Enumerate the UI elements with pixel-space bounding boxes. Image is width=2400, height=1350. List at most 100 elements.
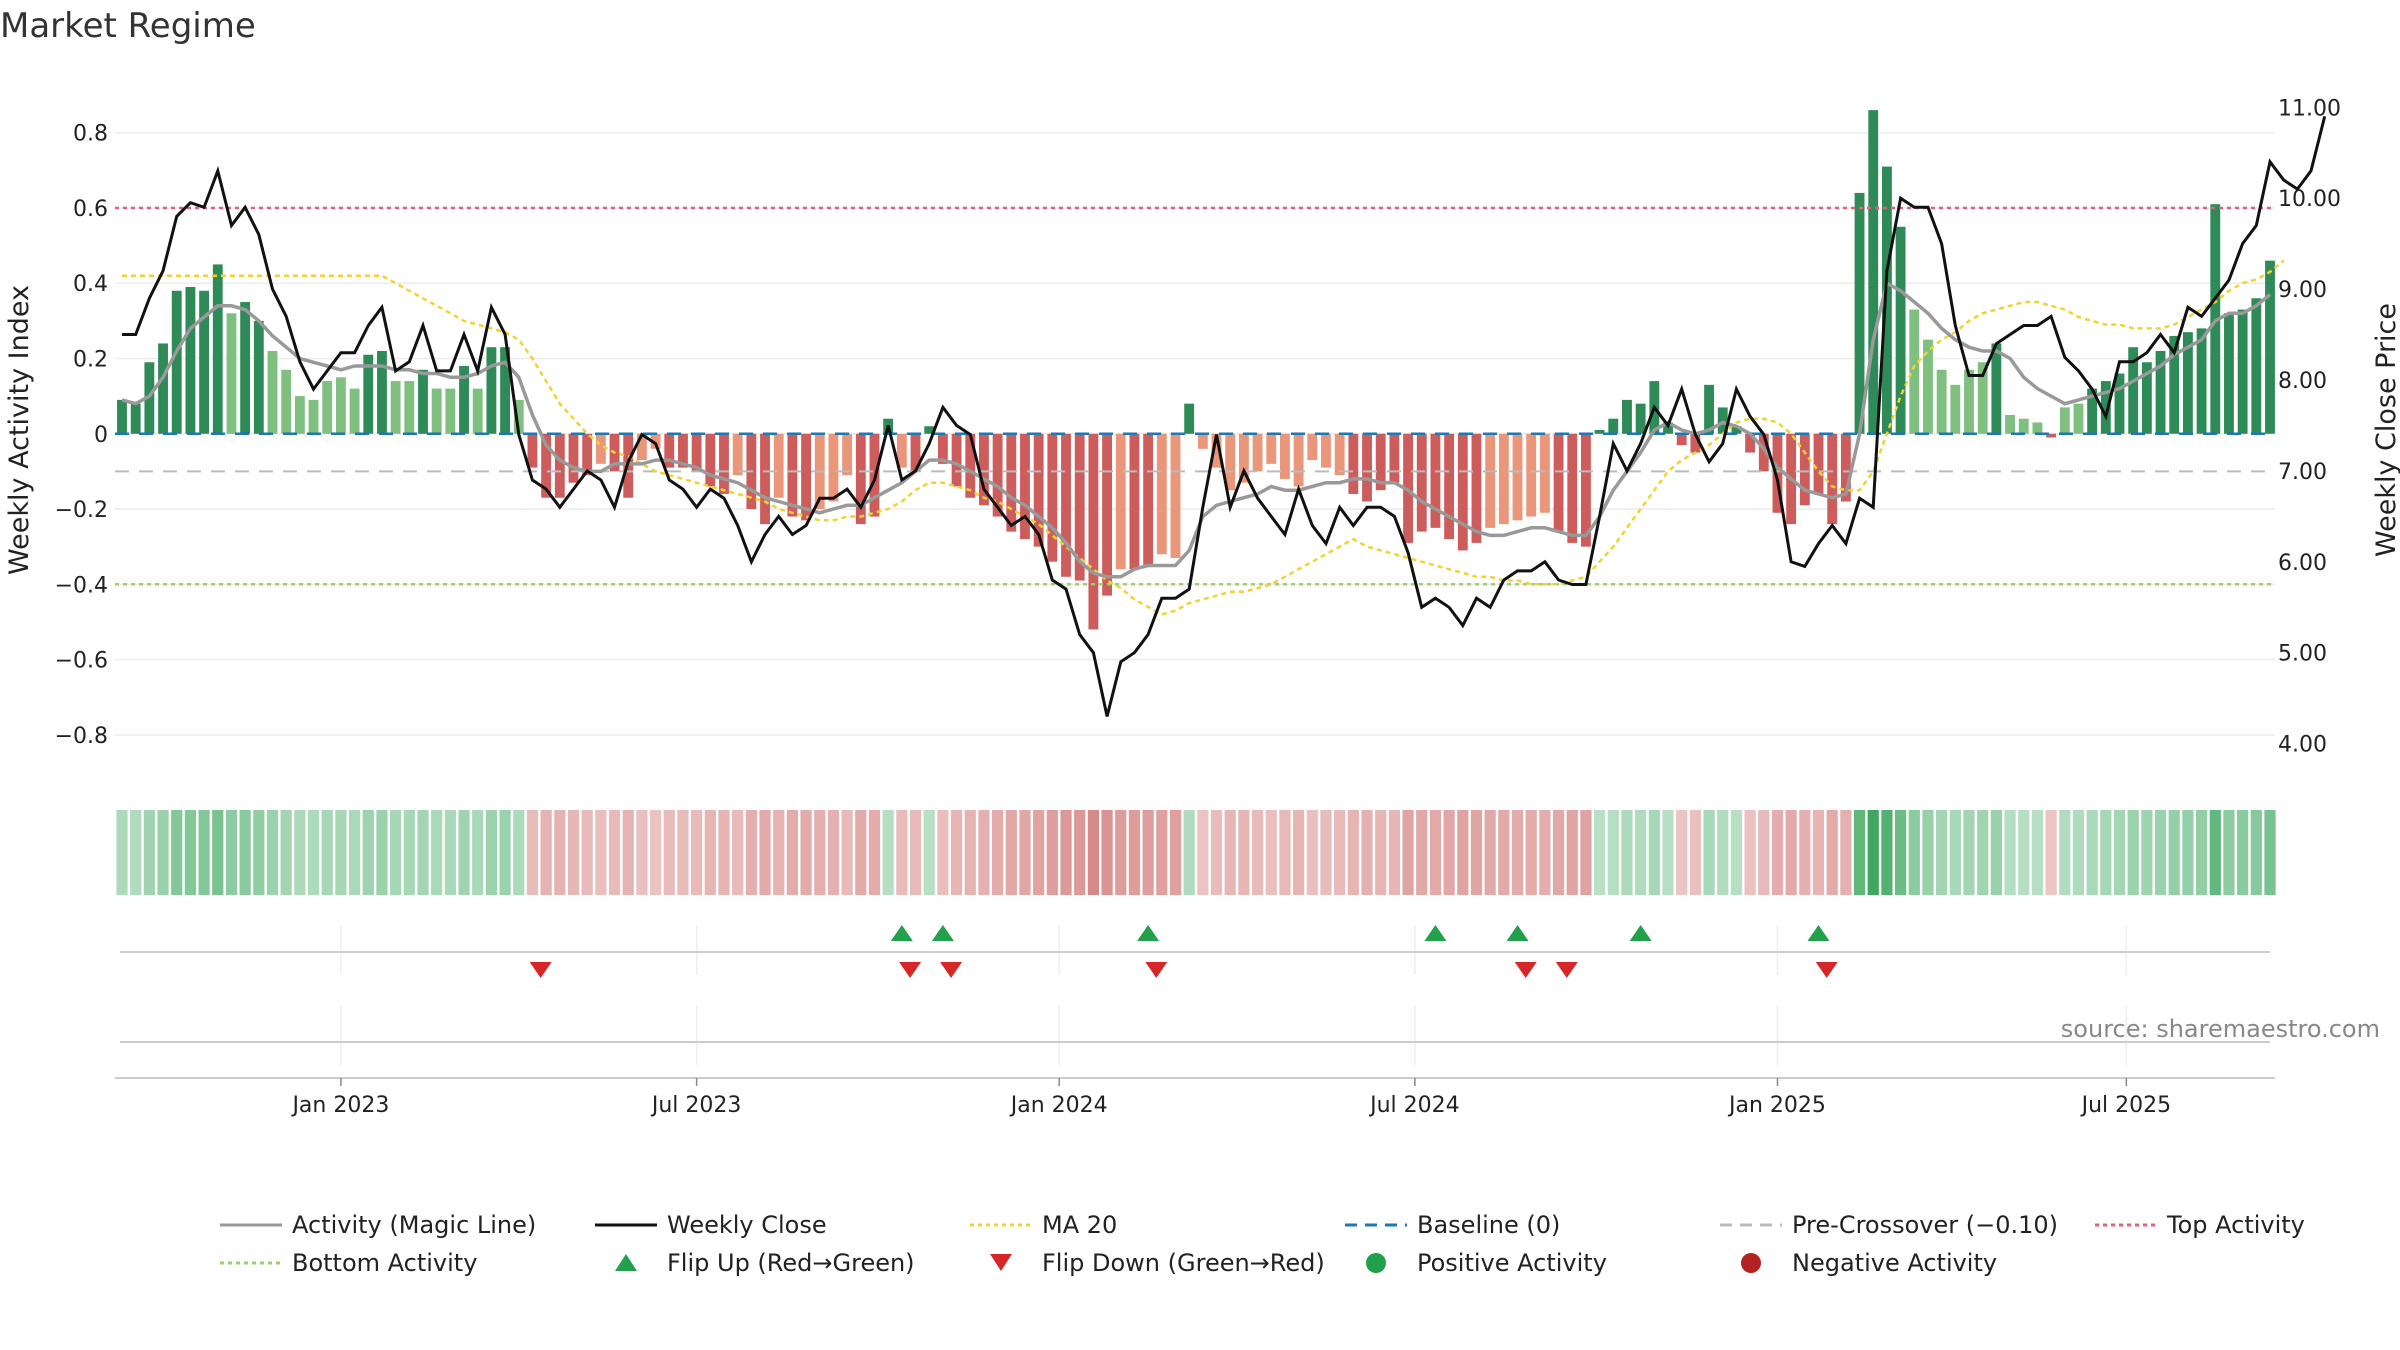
activity-bar [1676, 433, 1687, 446]
regime-cell [2154, 810, 2167, 895]
regime-cell [1128, 810, 1141, 895]
activity-bar [418, 369, 428, 434]
regime-cell [1060, 810, 1072, 895]
activity-bar [2059, 407, 2070, 434]
y-tick-label: −0.2 [55, 498, 108, 523]
activity-bar [1430, 433, 1441, 528]
dot-icon [1366, 1253, 1386, 1273]
activity-bar [1977, 362, 1988, 434]
activity-bar [294, 396, 305, 434]
activity-bar [636, 433, 647, 461]
regime-cell [2195, 810, 2208, 895]
regime-cell [1265, 810, 1277, 895]
activity-bar [2087, 388, 2098, 434]
regime-cell [1019, 810, 1031, 895]
activity-bar [1717, 407, 1728, 434]
activity-bar [1348, 433, 1359, 494]
activity-bar [650, 433, 661, 449]
activity-bar [1143, 433, 1154, 566]
regime-cell [882, 810, 894, 895]
activity-bar [1881, 166, 1892, 434]
activity-bar [431, 388, 442, 434]
activity-bar [363, 354, 374, 434]
y2-tick-label: 9.00 [2278, 278, 2327, 303]
activity-bar [1020, 433, 1030, 540]
flip-up-marker [1137, 925, 1160, 941]
y2-tick-label: 8.00 [2278, 369, 2327, 394]
regime-cell [1169, 810, 1182, 895]
activity-bar [130, 403, 141, 434]
activity-bar [1238, 433, 1249, 483]
regime-cell [171, 810, 183, 895]
flip-up-icon [615, 1254, 637, 1271]
legend-label: Activity (Magic Line) [292, 1211, 536, 1239]
regime-cell [1457, 810, 1469, 895]
regime-cell [294, 810, 306, 895]
regime-cell [390, 810, 402, 895]
activity-bar [1991, 343, 2002, 434]
regime-cell [2168, 810, 2180, 895]
regime-cell [1279, 810, 1291, 895]
activity-bar [1799, 433, 1810, 506]
activity-bar [171, 290, 182, 434]
activity-bar [2073, 403, 2084, 434]
regime-cell [307, 810, 320, 895]
regime-cell [1936, 810, 1948, 895]
regime-cell [1566, 810, 1578, 895]
legend: Activity (Magic Line) Weekly Close MA 20 Ba… [220, 1211, 2305, 1277]
regime-cell [1894, 810, 1907, 895]
activity-bar [595, 433, 606, 464]
regime-cell [1539, 810, 1551, 895]
activity-bar [1061, 433, 1071, 577]
activity-bar [1704, 384, 1714, 434]
regime-cell [376, 810, 388, 895]
activity-bar [1184, 403, 1195, 434]
activity-bar [117, 399, 127, 434]
regime-cell [1115, 810, 1127, 895]
activity-bar [267, 350, 278, 434]
activity-bars [117, 110, 2275, 630]
regime-cell [1881, 810, 1893, 895]
regime-cell [622, 810, 634, 895]
activity-bar [2265, 260, 2275, 434]
flip-down-marker [899, 962, 922, 978]
regime-cell [2250, 810, 2262, 895]
regime-cell [526, 810, 539, 895]
y-tick-label: 0.4 [73, 272, 108, 297]
activity-bar [1827, 433, 1838, 525]
legend-label: Negative Activity [1792, 1249, 1997, 1277]
activity-bar [896, 433, 907, 468]
activity-bar [801, 433, 812, 521]
regime-cell [2237, 810, 2249, 895]
dot-icon [1741, 1253, 1761, 1273]
activity-bar [568, 433, 579, 483]
regime-cell [1484, 810, 1496, 895]
regime-cell [362, 810, 374, 895]
activity-bar [377, 350, 387, 434]
regime-cell [1990, 810, 2002, 895]
activity-bar [2251, 298, 2262, 434]
activity-bar [1389, 433, 1400, 483]
regime-cell [1799, 810, 1811, 895]
source-note: source: sharemaestro.com [2060, 1015, 2380, 1043]
regime-cell [663, 810, 675, 895]
activity-bar [226, 313, 237, 434]
flip-down-marker [1145, 962, 1168, 978]
legend-item: Flip Up (Red→Green) [615, 1249, 915, 1277]
regime-cell [1005, 810, 1017, 895]
regime-cell [1949, 810, 1961, 895]
regime-cell [1101, 810, 1113, 895]
regime-cell [814, 810, 826, 895]
activity-bar [1731, 426, 1742, 434]
regime-cell [1416, 810, 1428, 895]
regime-cell [2031, 810, 2044, 895]
regime-cell [1238, 810, 1250, 895]
regime-cell [978, 810, 990, 895]
regime-cell [198, 810, 210, 895]
activity-bar [527, 433, 538, 468]
legend-label: Weekly Close [667, 1211, 827, 1239]
x-tick-label: Jul 2023 [650, 1093, 742, 1118]
regime-cell [1402, 810, 1414, 895]
legend-item: Pre-Crossover (−0.10) [1720, 1211, 2058, 1239]
regime-cell [786, 810, 799, 895]
